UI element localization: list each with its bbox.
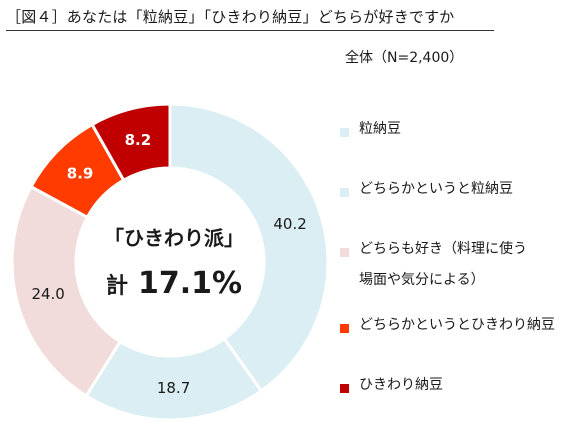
legend-label: ひきわり納豆 (359, 377, 443, 393)
legend-item-both: どちらも好き（料理に使う場面や気分による） (340, 241, 531, 296)
title-underline (6, 30, 494, 31)
center-total-value: 17.1% (137, 266, 243, 301)
data-label: 40.2 (273, 215, 306, 233)
data-label: 18.7 (157, 379, 190, 397)
slice-both (10, 184, 123, 399)
chart-title: ［図４］あなたは「粒納豆」「ひきわり納豆」どちらが好きですか (6, 8, 455, 26)
legend-label: どちらも好き（料理に使う場面や気分による） (359, 241, 527, 288)
data-label: 24.0 (31, 285, 64, 303)
legend-label: どちらかというとひきわり納豆 (359, 317, 555, 333)
slice-hikiwari (90, 102, 172, 183)
center-group-label: 「ひきわり派」 (104, 226, 244, 250)
legend-swatch (340, 384, 349, 393)
legend-item-tsubu: 粒納豆 (340, 121, 569, 145)
donut-chart: 40.2 18.7 24.0 8.9 8.2 (10, 102, 330, 422)
legend-swatch (340, 128, 349, 137)
legend-swatch (340, 324, 349, 333)
data-label: 8.2 (125, 131, 152, 149)
center-total: 計 17.1% (0, 266, 348, 301)
data-label: 8.9 (67, 165, 94, 183)
legend: 粒納豆 どちらかというと粒納豆 どちらも好き（料理に使う場面や気分による） どち… (340, 0, 576, 422)
legend-item-somewhat-tsubu: どちらかというと粒納豆 (340, 181, 569, 205)
legend-item-somewhat-hikiwari: どちらかというとひきわり納豆 (340, 317, 569, 341)
chart-subtitle: 全体（N=2,400） (345, 50, 464, 66)
center-total-prefix: 計 (105, 274, 128, 299)
legend-item-hikiwari: ひきわり納豆 (340, 377, 569, 401)
legend-label: 粒納豆 (359, 121, 401, 137)
slice-tsubu (168, 102, 330, 394)
legend-swatch (340, 188, 349, 197)
legend-label: どちらかというと粒納豆 (359, 181, 513, 197)
legend-swatch (340, 248, 349, 257)
